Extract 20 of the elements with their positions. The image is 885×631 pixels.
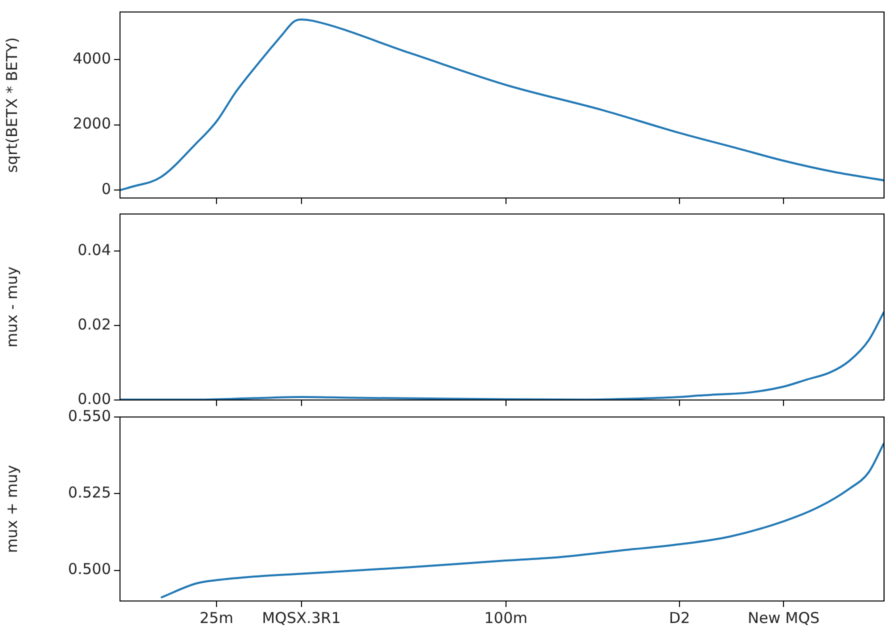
line-series bbox=[160, 442, 884, 599]
y-tick-label: 4000 bbox=[72, 49, 111, 68]
y-axis-title: sqrt(BETX * BETY) bbox=[2, 37, 21, 173]
y-tick-label: 0 bbox=[101, 180, 111, 198]
y-tick-label: 0.04 bbox=[78, 241, 111, 260]
x-tick-label: MQSX.3R1 bbox=[262, 608, 341, 627]
y-axis-title: mux + muy bbox=[2, 464, 21, 554]
y-tick-label: 2000 bbox=[72, 114, 111, 133]
x-tick-label: New MQS bbox=[748, 608, 820, 627]
y-tick-label: 0.525 bbox=[68, 484, 111, 502]
y-tick-label: 0.00 bbox=[78, 390, 111, 408]
y-tick-label: 0.02 bbox=[78, 315, 111, 334]
y-axis-title: mux - muy bbox=[2, 266, 21, 348]
y-tick-label: 0.500 bbox=[68, 560, 111, 578]
x-tick-label: 100m bbox=[484, 608, 528, 627]
line-series bbox=[120, 310, 884, 400]
y-tick-label: 0.550 bbox=[68, 406, 111, 425]
x-tick-label: 25m bbox=[200, 608, 234, 627]
x-tick-label: D2 bbox=[668, 608, 690, 627]
line-series bbox=[120, 18, 884, 192]
